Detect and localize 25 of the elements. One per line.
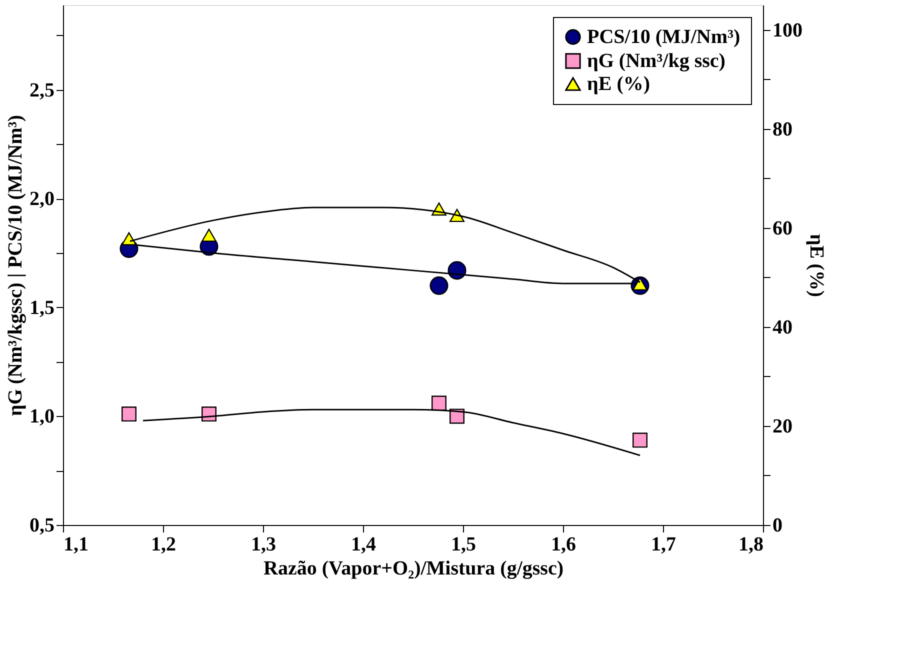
x-tick-label: 1,6 <box>551 534 576 556</box>
y2-tick-label: 20 <box>772 415 792 438</box>
y2-tick-label: 0 <box>772 514 782 536</box>
x-axis-title: Razão (Vapor+O₂)/Mistura (g/gssc) <box>264 558 564 580</box>
y-tick-label: 2,0 <box>30 188 54 210</box>
x-tick-label: 1,4 <box>351 534 376 556</box>
y-tick-label: 1,5 <box>30 296 54 319</box>
y2-axis-title: ηE (%) <box>806 234 828 298</box>
y-tick-label: 2,5 <box>30 79 54 102</box>
y-tick-label: 0,5 <box>30 514 54 536</box>
y2-tick-label: 100 <box>772 19 802 42</box>
legend-label: ηE (%) <box>587 73 650 95</box>
legend-label: ηG (Nm³/kg ssc) <box>587 50 726 72</box>
y2-tick-label: 80 <box>772 118 792 140</box>
y-axis-title: ηG (Nm³/kgssc) | PCS/10 (MJ/Nm³) <box>4 114 26 416</box>
y-tick-label: 1,0 <box>30 406 54 428</box>
y2-tick-label: 60 <box>772 217 792 240</box>
x-tick-label: 1,2 <box>151 534 176 556</box>
x-tick-label: 1,7 <box>651 534 676 556</box>
x-tick-label: 1,1 <box>64 534 88 556</box>
x-tick-label: 1,5 <box>451 534 476 556</box>
x-tick-label: 1,8 <box>738 534 764 556</box>
y2-tick-label: 40 <box>772 316 792 338</box>
x-tick-label: 1,3 <box>251 534 276 556</box>
legend-label: PCS/10 (MJ/Nm³) <box>587 26 740 48</box>
